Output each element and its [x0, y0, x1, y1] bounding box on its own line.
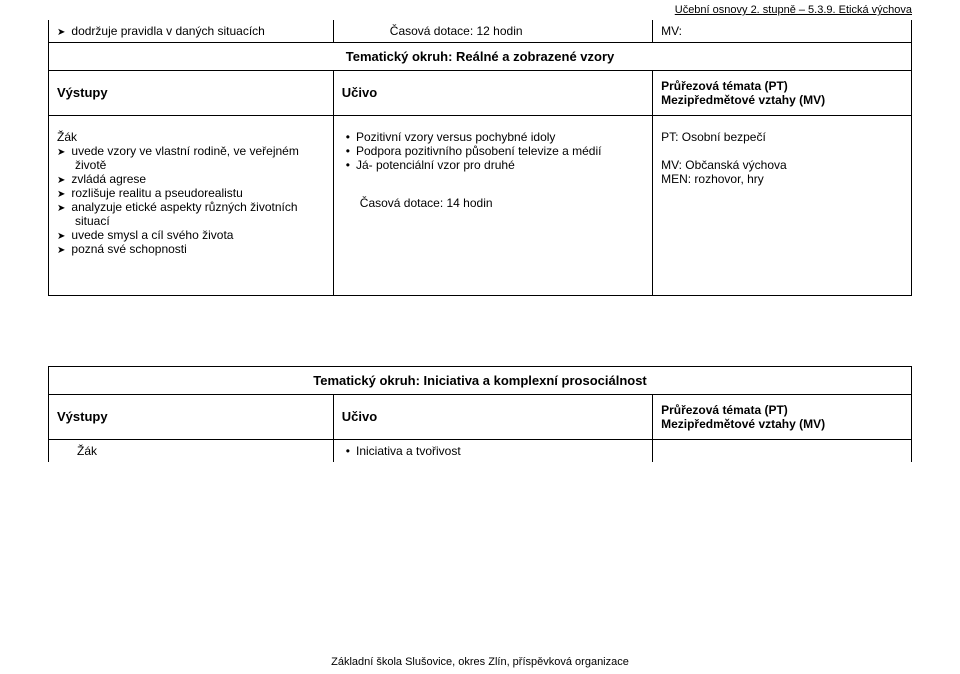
- block3-head-right-l1: Průřezová témata (PT): [661, 403, 903, 417]
- block2-right: PT: Osobní bezpečí MV: Občanská výchova …: [653, 116, 912, 296]
- block2-title: Tematický okruh: Reálné a zobrazené vzor…: [49, 43, 912, 71]
- block2-head-right-l1: Průřezová témata (PT): [661, 79, 903, 93]
- block2-mid-footer: Časová dotace: 14 hodin: [342, 196, 644, 210]
- page-header-right: Učební osnovy 2. stupně – 5.3.9. Etická …: [675, 4, 912, 16]
- list-item: Iniciativa a tvořivost: [360, 444, 644, 458]
- block2-head-mid: Učivo: [333, 71, 652, 116]
- block2-head-right: Průřezová témata (PT) Mezipředmětové vzt…: [653, 71, 912, 116]
- page-footer: Základní škola Slušovice, okres Zlín, př…: [0, 656, 960, 668]
- list-item: Pozitivní vzory versus pochybné idoly: [360, 130, 644, 144]
- block2-left-label: Žák: [57, 130, 325, 144]
- block3-right: [653, 440, 912, 463]
- block3-head-mid: Učivo: [333, 395, 652, 440]
- block1-right: MV:: [653, 20, 912, 43]
- block2-head-right-l2: Mezipředmětové vztahy (MV): [661, 93, 903, 107]
- block2-head-left: Výstupy: [49, 71, 334, 116]
- block3-title: Tematický okruh: Iniciativa a komplexní …: [49, 367, 912, 395]
- list-item: analyzuje etické aspekty různých životní…: [75, 200, 325, 228]
- block3-head-right: Průřezová témata (PT) Mezipředmětové vzt…: [653, 395, 912, 440]
- list-item: pozná své schopnosti: [75, 242, 325, 256]
- table-block3: Tematický okruh: Iniciativa a komplexní …: [48, 366, 912, 462]
- block2-mid-list: Pozitivní vzory versus pochybné idoly Po…: [342, 130, 644, 172]
- block3-mid: Iniciativa a tvořivost: [333, 440, 652, 463]
- block3-head-left: Výstupy: [49, 395, 334, 440]
- block1-left: dodržuje pravidla v daných situacích: [49, 20, 334, 43]
- block2-mid: Pozitivní vzory versus pochybné idoly Po…: [333, 116, 652, 296]
- block1-mid-line: Časová dotace: 12 hodin: [342, 24, 644, 38]
- list-item: Já- potenciální vzor pro druhé: [360, 158, 644, 172]
- list-item: uvede smysl a cíl svého života: [75, 228, 325, 242]
- block3-left-label: Žák: [77, 444, 97, 458]
- list-item: zvládá agrese: [75, 172, 325, 186]
- block2-right-l1: PT: Osobní bezpečí: [661, 130, 903, 144]
- block3-head-right-l2: Mezipředmětové vztahy (MV): [661, 417, 903, 431]
- block3-left: Žák: [49, 440, 334, 463]
- block1-right-line: MV:: [661, 24, 903, 38]
- list-item: rozlišuje realitu a pseudorealistu: [75, 186, 325, 200]
- block2-left-list: uvede vzory ve vlastní rodině, ve veřejn…: [57, 144, 325, 256]
- block2-left: Žák uvede vzory ve vlastní rodině, ve ve…: [49, 116, 334, 296]
- block1-mid: Časová dotace: 12 hodin: [333, 20, 652, 43]
- block2-right-l2: MV: Občanská výchova: [661, 158, 903, 172]
- block3-mid-list: Iniciativa a tvořivost: [342, 444, 644, 458]
- list-item: Podpora pozitivního působení televize a …: [360, 144, 644, 158]
- content: dodržuje pravidla v daných situacích Čas…: [0, 0, 960, 462]
- list-item: uvede vzory ve vlastní rodině, ve veřejn…: [75, 144, 325, 172]
- table-block1: dodržuje pravidla v daných situacích Čas…: [48, 20, 912, 296]
- block1-left-list: dodržuje pravidla v daných situacích: [57, 24, 325, 38]
- block2-right-l3: MEN: rozhovor, hry: [661, 172, 903, 186]
- list-item: dodržuje pravidla v daných situacích: [75, 24, 325, 38]
